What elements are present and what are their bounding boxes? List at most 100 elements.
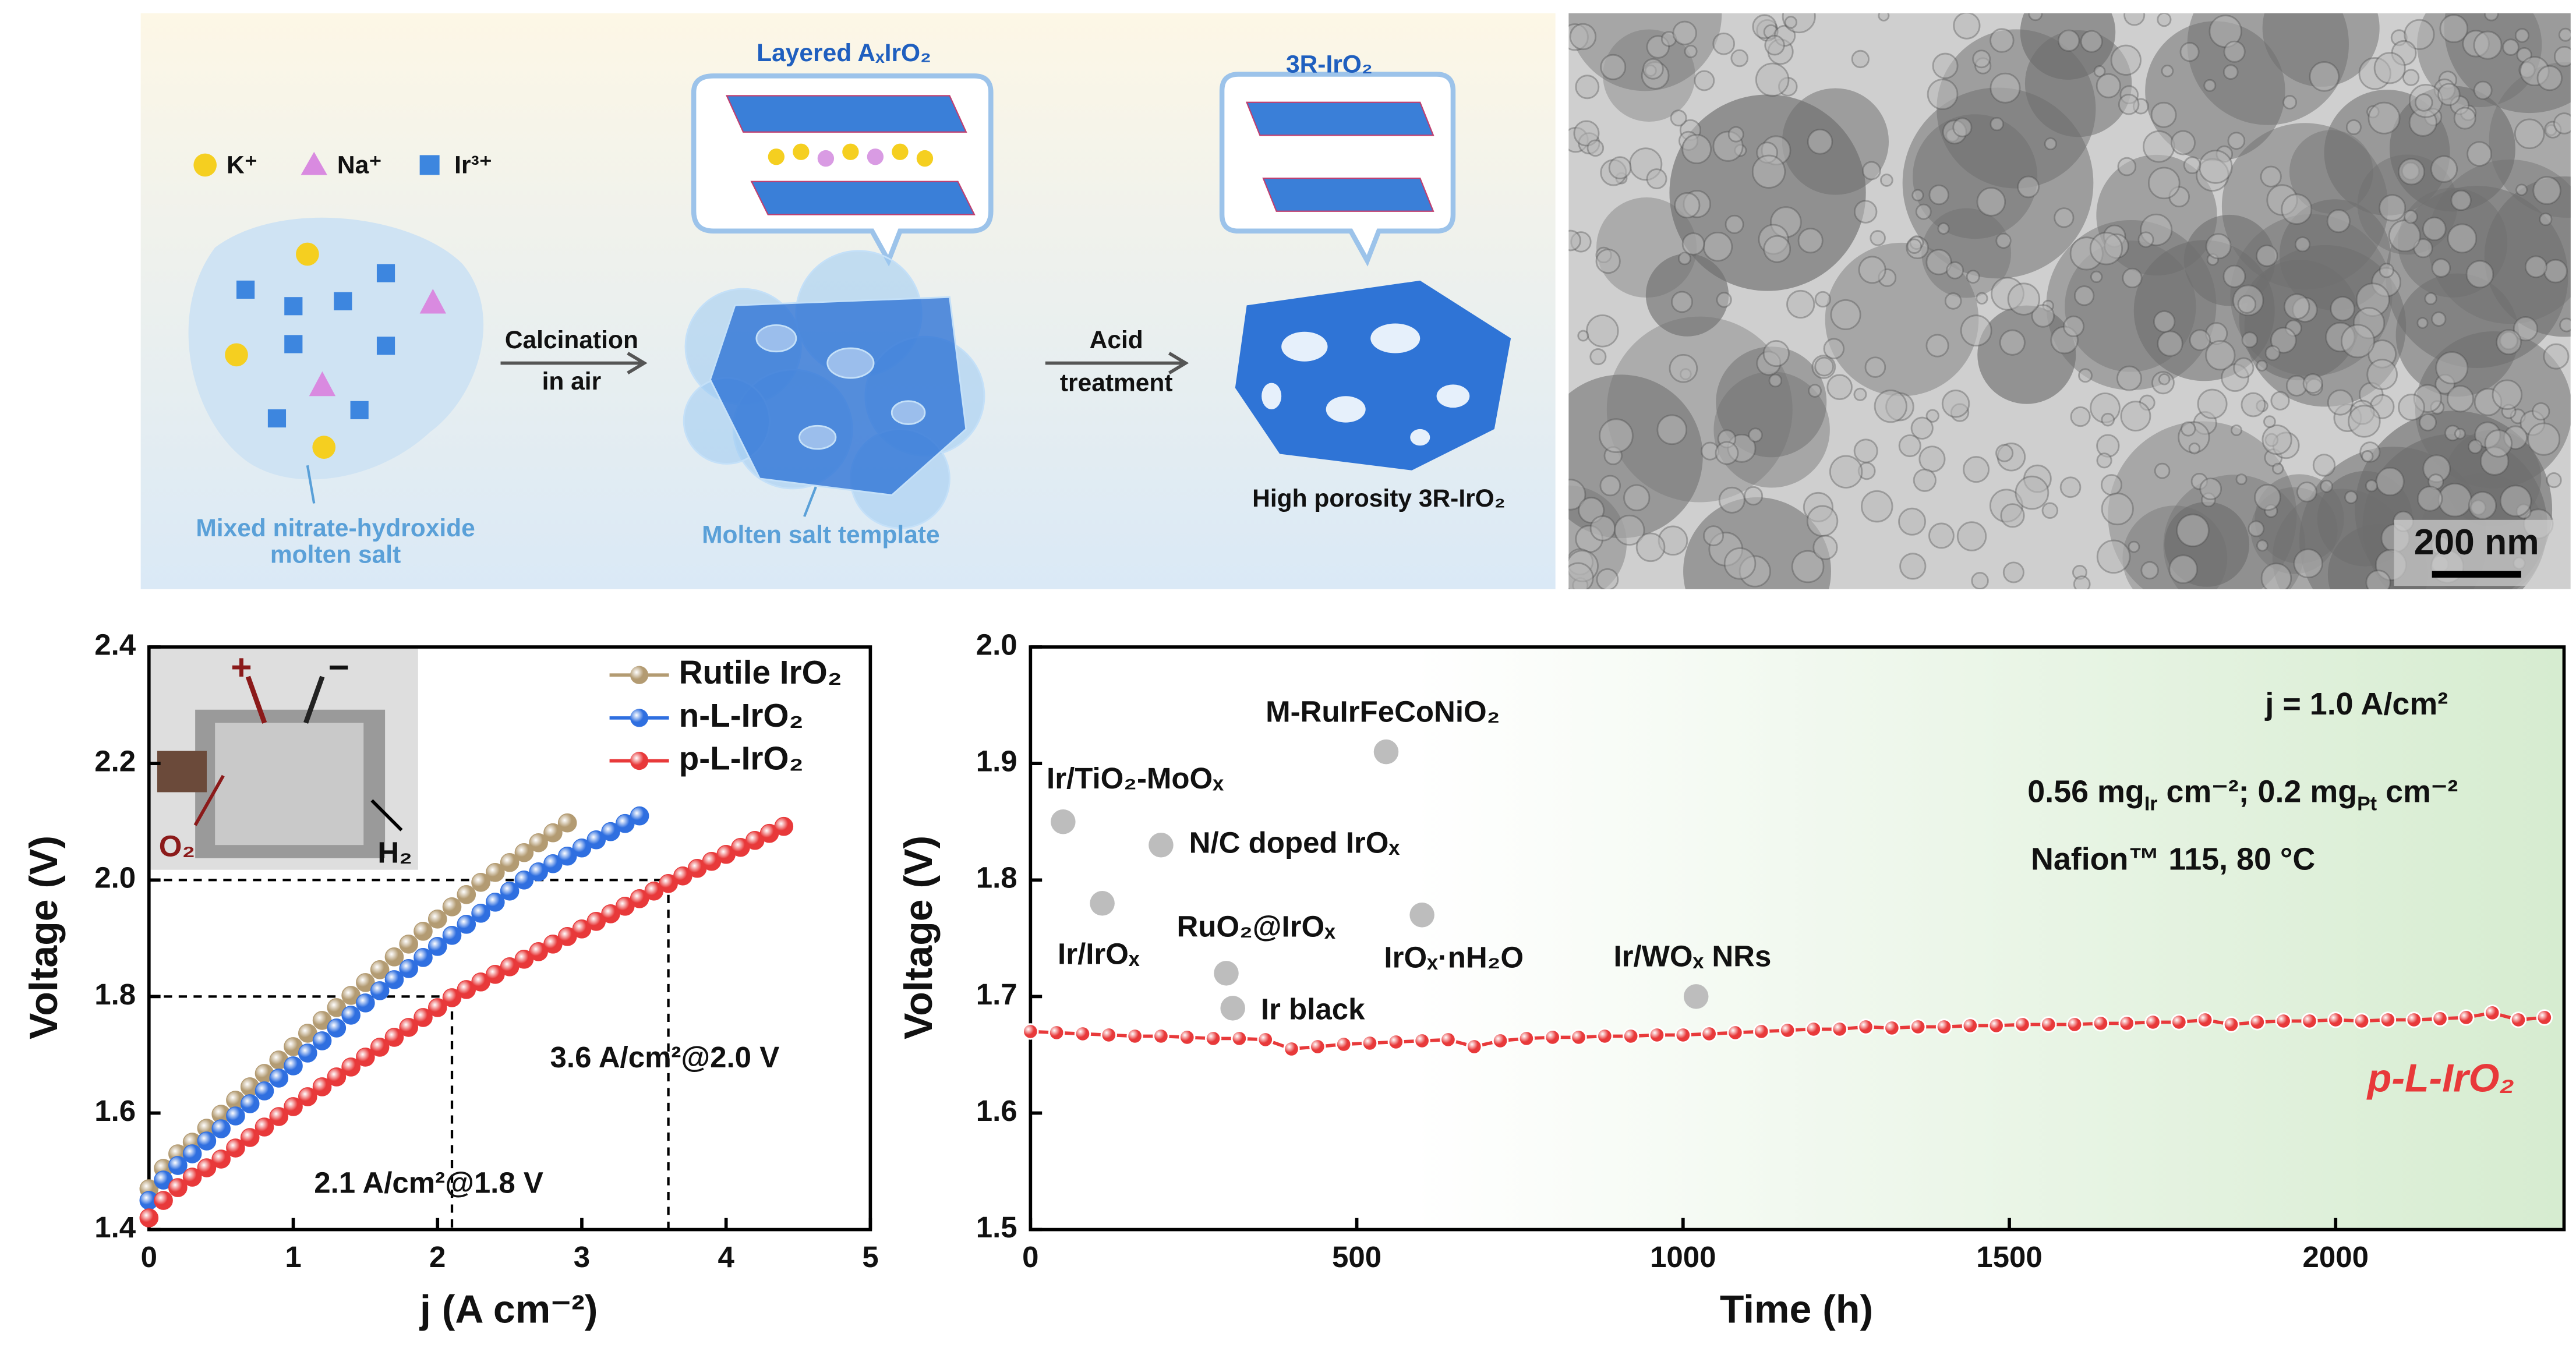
tem-pore [2073,575,2091,589]
tem-pore [1678,252,1691,266]
tem-pore [2284,293,2310,320]
y-tick-label: 2.4 [94,628,136,661]
tem-pore [1911,189,1924,201]
tem-pore [1743,486,1764,506]
tem-pore [2344,490,2358,504]
tem-pore [2454,427,2466,440]
data-point [312,1031,332,1050]
tem-pore [2080,30,2103,53]
tem-pore [2532,402,2550,421]
molten-salt-blob [188,217,484,480]
tem-pore [2161,65,2174,77]
data-point [312,1077,332,1096]
tem-pore [1812,535,1838,560]
x-tick-label: 4 [718,1240,735,1273]
reference-label: Ir/WOₓ NRs [1614,940,1772,973]
data-point [1309,1038,1326,1055]
tem-pore [1995,444,2014,462]
tem-pore [2515,183,2528,196]
tem-pore [2473,80,2493,100]
data-point [557,813,577,833]
data-point [1414,1032,1430,1049]
arrow [500,352,648,374]
tem-pore [2398,158,2425,186]
tem-pore [2388,220,2421,252]
tem-pore [2157,330,2183,357]
reference-label: RuO₂@IrOₓ [1176,910,1335,943]
data-point [529,862,548,882]
tem-pore [2294,236,2311,253]
tem-pore [1599,475,1621,497]
data-point [2092,1015,2109,1032]
tem-pore [2057,29,2080,52]
tem-pore [2543,343,2570,370]
tem-pore [2302,373,2323,394]
product-label: High porosity 3R-IrO₂ [1252,485,1505,512]
data-point [1831,1021,1848,1038]
salt-label: Mixed nitrate-hydroxide [196,515,475,542]
arrow [1045,352,1189,374]
data-point [154,1191,173,1210]
tem-pore [2227,132,2246,150]
tem-pore [2054,207,2075,228]
data-point [384,947,404,967]
data-point [500,881,520,901]
data-point [1179,1029,1196,1046]
tem-pore [2110,44,2142,76]
tem-pore [1826,374,1853,401]
tem-pore [1830,299,1861,330]
tem-pore [2188,442,2201,455]
tem-pore [2137,231,2154,248]
data-point [514,843,534,862]
tem-pore [2264,345,2281,361]
tem-pore [2168,554,2198,584]
tem-pore [1595,248,1621,274]
tem-pore [1925,409,1939,423]
tem-pore [1569,23,1597,51]
tem-pore [1589,515,1616,542]
tem-pore [2170,130,2196,155]
data-point [1361,1035,1379,1052]
tem-pore [2256,359,2268,372]
tem-pore [2296,481,2317,503]
tem-pore [1573,120,1600,147]
tem-pore [2435,351,2469,385]
tem-pore [2539,213,2553,227]
tem-pore [1763,235,1791,263]
data-point [269,1107,289,1126]
data-point [1126,1028,1143,1045]
data-point [1048,1024,1065,1041]
tem-pore [1928,184,1949,206]
data-point [442,897,462,917]
tem-pore [2365,479,2378,493]
tem-pore [1861,490,1893,523]
tem-pore [1913,468,1937,492]
na-icon [301,151,327,175]
tem-pore [2320,479,2333,493]
tem-pore [2000,503,2025,528]
y-tick-label: 1.5 [976,1211,1017,1244]
legend-label: Rutile IrO₂ [679,654,842,691]
data-point [370,1038,390,1057]
data-point [1074,1025,1091,1042]
tem-pore [2416,486,2443,512]
layer [726,95,967,133]
tem-pore [2002,561,2024,583]
tem-pore [2117,157,2137,176]
tem-pore [2096,539,2131,574]
tem-pore [2074,285,2095,306]
reference-point [1149,832,1174,858]
data-point [2536,1009,2553,1026]
tem-pore [1918,445,1946,473]
tem-pore [2260,165,2282,187]
data-point [543,823,563,843]
data-point [1857,1018,1874,1035]
tem-pore [1764,34,1785,56]
tem-pore [2465,260,2494,289]
data-point [269,1069,289,1088]
tem-pore [1694,70,1715,91]
tem-pore [2468,491,2497,520]
tem-pore [2312,454,2336,477]
tem-pore [2402,69,2420,86]
tem-pore [1952,117,1973,137]
